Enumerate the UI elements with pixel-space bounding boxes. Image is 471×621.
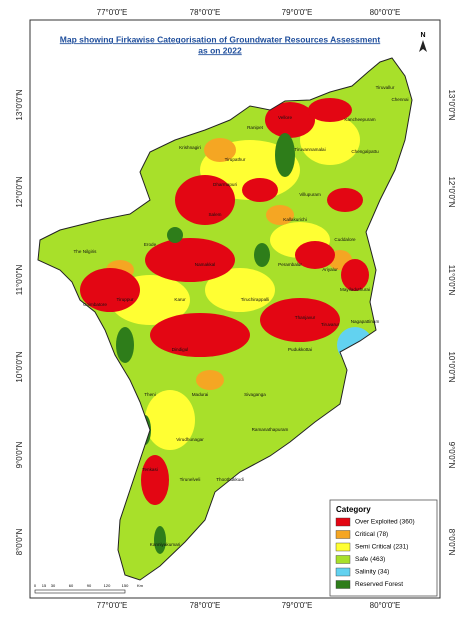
district-label: Tiruvannamalai bbox=[294, 147, 325, 152]
latitude-label: 9°0'0"N bbox=[15, 441, 24, 468]
longitude-label: 78°0'0"E bbox=[190, 601, 221, 610]
district-label: Ariyalur bbox=[322, 267, 338, 272]
scale-label: 150 bbox=[122, 583, 129, 588]
longitude-label: 77°0'0"E bbox=[97, 601, 128, 610]
scale-label: 60 bbox=[69, 583, 74, 588]
longitude-label: 80°0'0"E bbox=[370, 8, 401, 17]
latitude-label: 9°0'0"N bbox=[447, 442, 456, 469]
district-label: Dindigul bbox=[172, 347, 189, 352]
legend-swatch bbox=[335, 555, 351, 564]
north-arrow: N bbox=[420, 32, 425, 39]
longitude-label: 80°0'0"E bbox=[370, 601, 401, 610]
latitude-label: 11°0'0"N bbox=[15, 265, 24, 296]
latitude-label: 10°0'0"N bbox=[447, 351, 456, 382]
district-label: Coimbatore bbox=[83, 302, 107, 307]
district-label: Kallakurichi bbox=[283, 217, 307, 222]
district-label: Thanjavur bbox=[295, 315, 316, 320]
district-label: Dharmapuri bbox=[213, 182, 237, 187]
scale-label: 0 bbox=[34, 583, 37, 588]
district-label: Mayiladuthurai bbox=[340, 287, 370, 292]
district-label: Thoothukkudi bbox=[216, 477, 244, 482]
district-label: Chennai bbox=[391, 97, 408, 102]
district-label: Villupuram bbox=[299, 192, 321, 197]
longitude-label: 79°0'0"E bbox=[282, 8, 313, 17]
district-label: Virudhunagar bbox=[176, 437, 204, 442]
district-label: Sivaganga bbox=[244, 392, 266, 397]
district-label: Madurai bbox=[192, 392, 209, 397]
latitude-label: 12°0'0"N bbox=[447, 176, 456, 207]
legend-swatch bbox=[335, 567, 351, 577]
district-label: Krishnagiri bbox=[179, 145, 201, 150]
district-label: Tirupathur bbox=[225, 157, 246, 162]
district-label: Pudukkottai bbox=[288, 347, 312, 352]
scale-label: 120 bbox=[104, 583, 111, 588]
district-label: Nagapattinam bbox=[351, 319, 380, 324]
district-label: Theni bbox=[144, 392, 156, 397]
longitude-label: 77°0'0"E bbox=[97, 8, 128, 17]
district-label: Karur bbox=[174, 297, 186, 302]
scale-label: 30 bbox=[51, 583, 56, 588]
latitude-label: 13°0'0"N bbox=[15, 89, 24, 120]
latitude-label: 13°0'0"N bbox=[447, 89, 456, 120]
district-label: Vellore bbox=[278, 115, 292, 120]
legend-title: Category bbox=[336, 505, 371, 514]
legend-label: Salinity (34) bbox=[355, 569, 389, 576]
district-label: Salem bbox=[208, 212, 221, 217]
district-label: Namakkal bbox=[195, 262, 215, 267]
district-label: Ramanathapuram bbox=[252, 427, 289, 432]
district-label: Kanniyakumari bbox=[150, 542, 180, 547]
legend-swatch bbox=[335, 542, 351, 552]
latitude-label: 11°0'0"N bbox=[447, 265, 456, 296]
north-arrow-icon bbox=[419, 40, 427, 52]
district-label: Tirunelveli bbox=[180, 477, 201, 482]
legend-label: Reserved Forest bbox=[355, 581, 403, 588]
legend-label: Semi Critical (231) bbox=[355, 544, 408, 551]
district-label: Chengalpattu bbox=[351, 149, 379, 154]
district-label: Tiruchirappalli bbox=[241, 297, 269, 302]
state-outline bbox=[37, 57, 413, 581]
longitude-label: 78°0'0"E bbox=[190, 8, 221, 17]
legend-label: Critical (78) bbox=[355, 531, 388, 538]
longitude-label: 79°0'0"E bbox=[282, 601, 313, 610]
legend-swatch bbox=[335, 517, 351, 527]
latitude-label: 8°0'0"N bbox=[15, 528, 24, 555]
title-line: as on 2022 bbox=[198, 45, 242, 55]
legend-swatch bbox=[335, 530, 351, 539]
district-label: The Nilgiris bbox=[74, 249, 98, 254]
latitude-label: 8°0'0"N bbox=[447, 529, 456, 556]
latitude-label: 12°0'0"N bbox=[15, 176, 24, 207]
district-label: Tiruppur bbox=[117, 297, 134, 302]
scale-label: Km bbox=[137, 583, 144, 588]
scale-bar bbox=[34, 589, 126, 594]
district-label: Tenkasi bbox=[142, 467, 158, 472]
district-label: Tiruvallur bbox=[376, 85, 395, 90]
legend-label: Over Exploited (360) bbox=[355, 519, 415, 526]
title-line: Map showing Firkawise Categorisation of … bbox=[60, 34, 381, 44]
district-label: Perambalur bbox=[278, 262, 302, 267]
over-exploited-areas bbox=[80, 98, 369, 505]
latitude-label: 10°0'0"N bbox=[15, 351, 24, 382]
district-label: Tiruvarur bbox=[321, 322, 340, 327]
legend-label: Safe (463) bbox=[355, 556, 385, 563]
district-label: Kancheepuram bbox=[344, 117, 375, 122]
district-label: Cuddalore bbox=[334, 237, 356, 242]
legend-swatch bbox=[335, 580, 351, 589]
district-label: Erode bbox=[144, 242, 157, 247]
scale-label: 90 bbox=[87, 583, 92, 588]
scale-label: 15 bbox=[42, 583, 47, 588]
district-label: Ranipet bbox=[247, 125, 264, 130]
